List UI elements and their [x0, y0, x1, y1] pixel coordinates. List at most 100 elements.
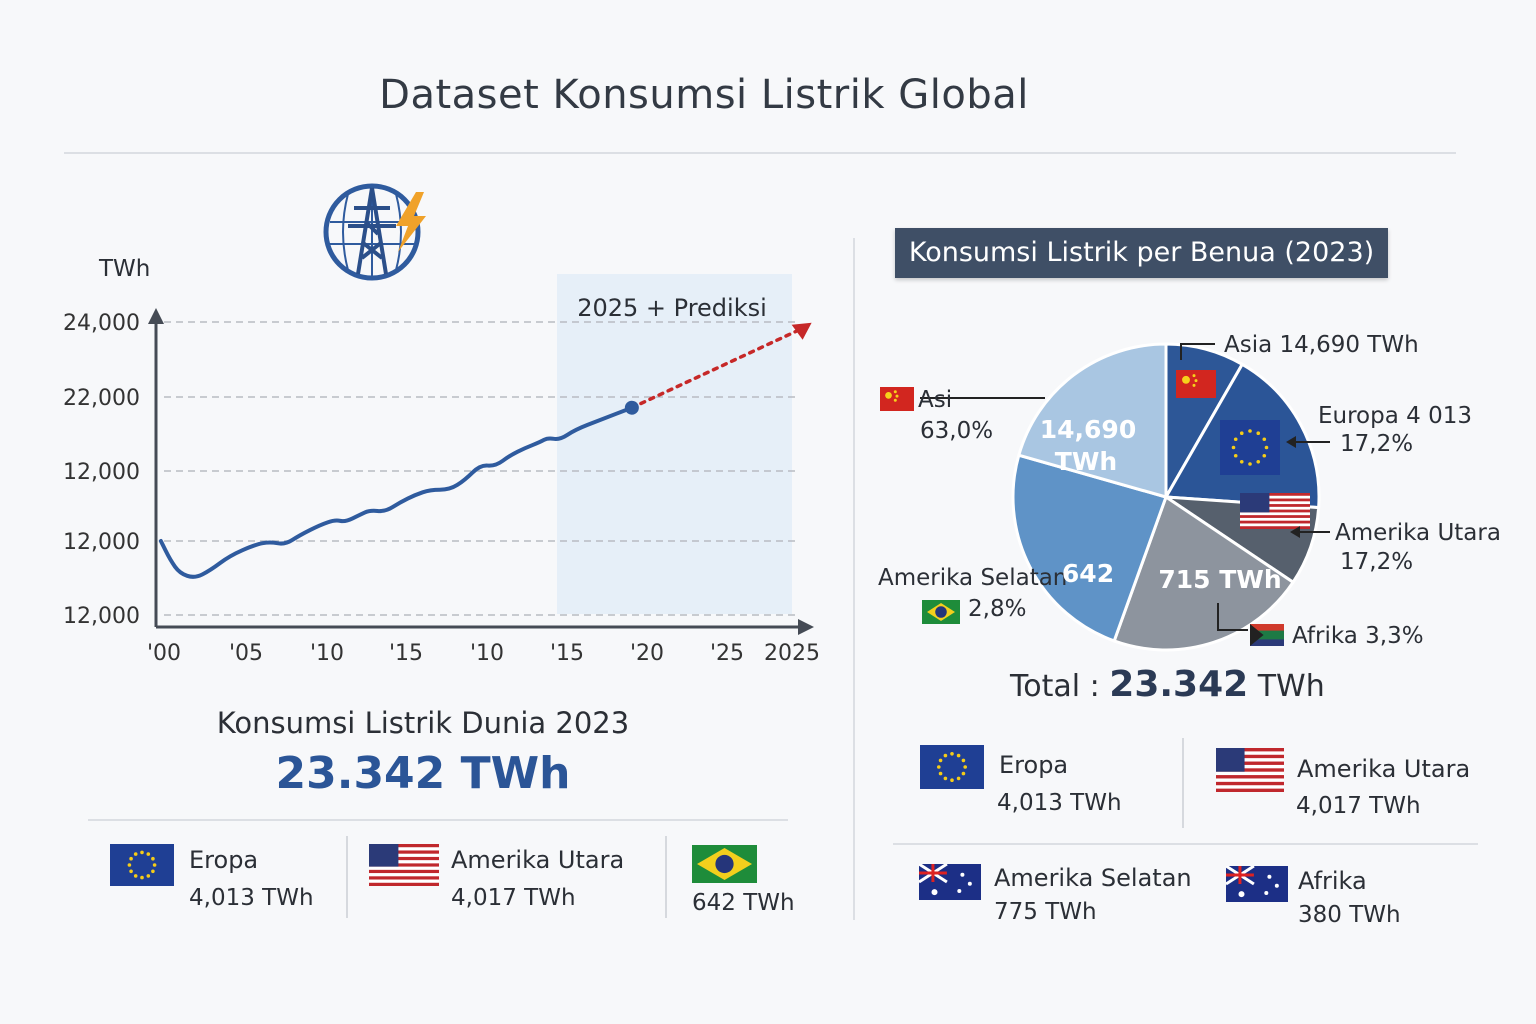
flag-stripe: [1240, 493, 1310, 497]
total-label: Total : 23.342 TWh: [1010, 664, 1325, 705]
callout-line-asia: [1180, 343, 1215, 360]
flag-stripe: [369, 879, 439, 884]
inner-label-642: 642: [1062, 559, 1114, 588]
forecast-label: 2025 + Prediksi: [577, 294, 767, 322]
pie-chart-title: Konsumsi Listrik per Benua (2023): [895, 228, 1388, 278]
summary-divider: [893, 843, 1478, 845]
usa-flag-icon: [369, 844, 439, 886]
flag-star: [961, 771, 966, 776]
x-tick-label: '20: [630, 641, 664, 666]
flag-band: [1250, 639, 1284, 646]
flag-star: [133, 874, 138, 878]
china-flag-icon: [880, 387, 914, 411]
flag-star: [895, 394, 899, 398]
flag-star: [938, 771, 943, 776]
brazil-flag-icon: [922, 600, 960, 624]
total-value: 23.342: [1109, 664, 1249, 705]
callout-asi-name: Asi: [918, 387, 952, 413]
flag-star: [140, 850, 144, 855]
last-data-point: [624, 400, 639, 415]
flag-stripe: [1216, 751, 1284, 756]
inner-label-715: 715 TWh: [1158, 565, 1281, 594]
page-title: Dataset Konsumsi Listrik Global: [379, 72, 1029, 118]
flag-stripe: [369, 844, 439, 848]
item-value: 642 TWh: [692, 890, 795, 916]
usa-flag-icon: [1240, 493, 1310, 529]
item-value: 4,017 TWh: [451, 885, 576, 911]
eu-flag-icon: [1220, 420, 1280, 475]
item-divider: [346, 836, 348, 918]
flag-star: [1194, 379, 1198, 383]
flag-stripe: [1216, 758, 1284, 762]
flag-stripe: [1216, 785, 1284, 789]
inner-label-twh: TWh: [1055, 447, 1117, 476]
flag-star: [146, 874, 151, 878]
inner-label-14690: 14,690: [1040, 415, 1136, 444]
y-axis-label: TWh: [99, 256, 151, 282]
world-consumption-heading: Konsumsi Listrik Dunia 2023: [216, 706, 630, 740]
flag-star: [893, 398, 897, 402]
x-tick-label: '15: [550, 641, 584, 666]
item-value: 4,013 TWh: [189, 885, 314, 911]
flag-star: [1256, 459, 1261, 464]
flag-field: [1176, 370, 1216, 398]
flag-cross: [1226, 866, 1254, 884]
flag-star: [1239, 431, 1244, 436]
item-value: 4,013 TWh: [997, 790, 1122, 816]
callout-europa-name: Europa 4 013: [1318, 403, 1472, 429]
flag-stripe: [1216, 764, 1284, 769]
flag-canton: [369, 844, 399, 867]
flag-stripe: [369, 853, 439, 858]
eu-flag-icon: [110, 844, 174, 886]
y-tick-label: 22,000: [63, 386, 140, 411]
flag-star: [129, 869, 133, 874]
flag-star: [1182, 375, 1190, 384]
y-tick-label: 12,000: [63, 604, 140, 629]
x-tick-label: '25: [710, 641, 744, 666]
flag-globe: [715, 854, 734, 874]
flag-stripe: [1216, 761, 1284, 766]
flag-cross: [919, 864, 947, 882]
china-flag-icon: [1176, 370, 1216, 398]
eu-flag-icon: [920, 745, 984, 789]
flag-stripe: [1216, 754, 1284, 759]
flag-stripe: [1240, 504, 1310, 508]
flag-stripe: [1216, 778, 1284, 783]
pie-slice-afrika: [1112, 494, 1296, 652]
flag-stripe: [1240, 498, 1310, 502]
x-tick-label: '10: [310, 641, 344, 666]
callout-afrika: Afrika 3,3%: [1292, 623, 1424, 649]
forecast-arrowhead: [791, 322, 812, 340]
item-name: Amerika Selatan: [994, 864, 1192, 892]
flag-band: [1250, 624, 1284, 631]
flag-star: [943, 776, 948, 781]
flag-field: [880, 387, 914, 411]
flag-stripe: [369, 863, 439, 867]
flag-stripe: [1216, 768, 1284, 772]
brazil-flag-icon: [692, 845, 757, 883]
flag-star: [885, 392, 892, 399]
world-consumption-total: 23.342 TWh: [275, 748, 571, 799]
callout-amerika-utara-name: Amerika Utara: [1335, 520, 1501, 546]
callout-line-afrika: [1217, 603, 1248, 631]
flag-star: [1192, 383, 1196, 387]
callout-arrow-europa: [1286, 436, 1296, 448]
flag-star: [950, 752, 954, 756]
callout-amerika-utara-pct: 17,2%: [1340, 549, 1413, 575]
item-value: 4,017 TWh: [1296, 793, 1421, 819]
flag-star: [127, 863, 132, 867]
y-tick-label: 12,000: [63, 530, 140, 555]
x-tick-label: '15: [389, 641, 423, 666]
flag-stripe: [369, 847, 439, 851]
flag-stripe: [1240, 520, 1310, 524]
flag-canton: [1240, 493, 1270, 513]
total-unit: TWh: [1257, 669, 1325, 704]
flag-stripe: [369, 860, 439, 864]
usa-flag-icon: [1216, 748, 1284, 792]
flag-star: [956, 776, 961, 781]
flag-star: [1233, 437, 1238, 442]
flag-stripe: [1240, 501, 1310, 505]
australia-flag-icon: [1226, 866, 1288, 902]
item-value: 775 TWh: [994, 899, 1097, 925]
